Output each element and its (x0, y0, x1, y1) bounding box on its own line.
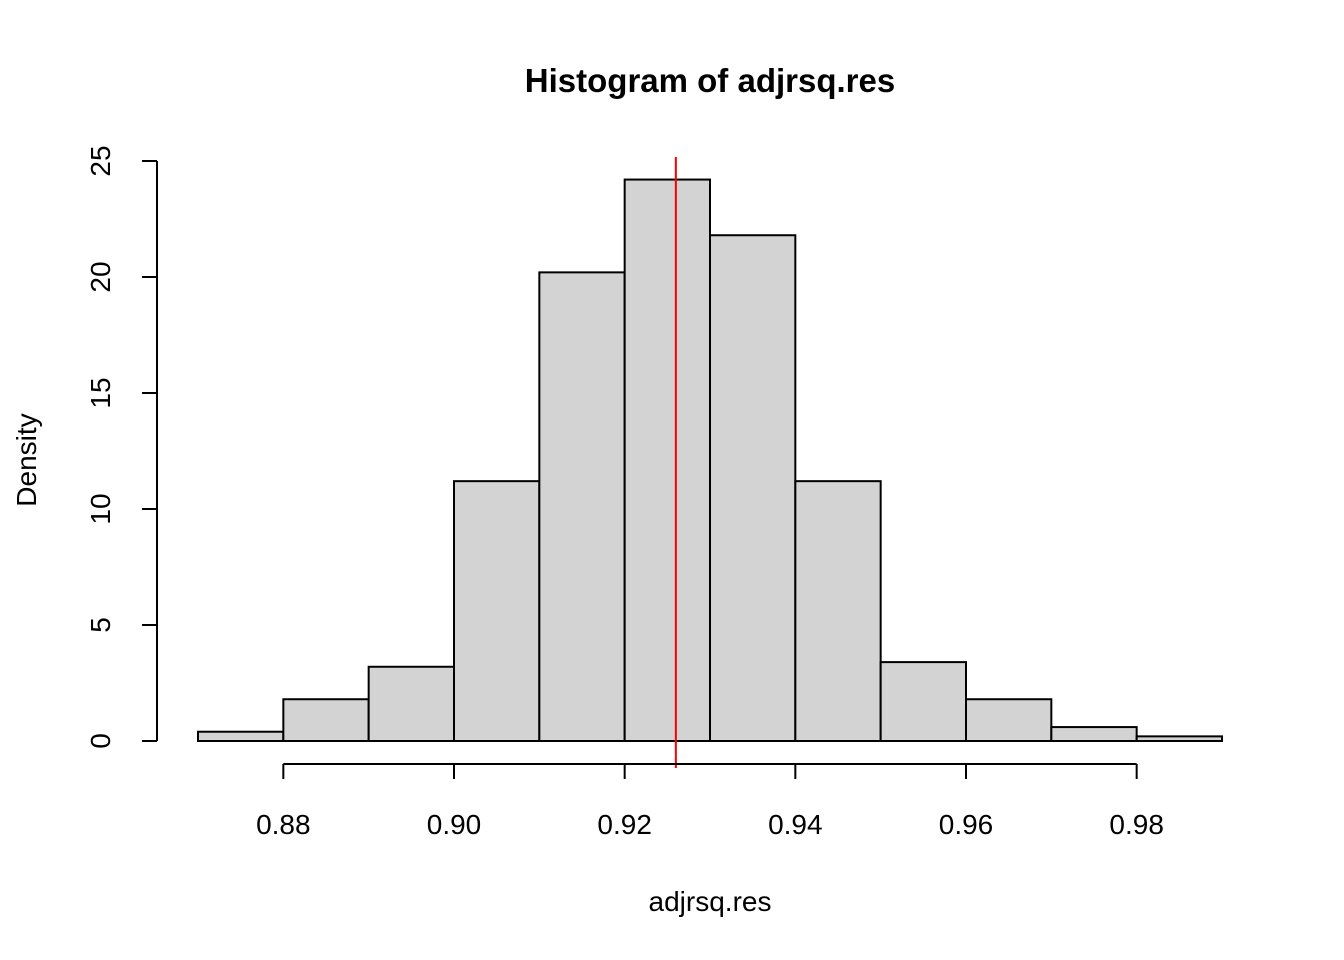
histogram-bar (538, 271, 626, 742)
y-tick-label: 5 (85, 617, 116, 633)
histogram-bar (453, 480, 541, 742)
y-axis-label: Density (11, 413, 42, 506)
x-tick-label: 0.88 (256, 809, 311, 840)
x-tick-label: 0.98 (1109, 809, 1164, 840)
bars-group (197, 178, 1223, 743)
y-tick-label: 0 (85, 733, 116, 749)
x-tick-label: 0.90 (427, 809, 482, 840)
y-tick-label: 15 (85, 377, 116, 408)
x-tick-label: 0.94 (768, 809, 823, 840)
histogram-bar (879, 661, 968, 742)
histogram-bar (623, 178, 712, 742)
y-tick-label: 20 (85, 261, 116, 292)
histogram-bar (367, 665, 455, 743)
histogram-bar (282, 698, 370, 742)
histogram-bar (197, 730, 285, 742)
chart-title: Histogram of adjrsq.res (525, 62, 895, 99)
x-axis-label: adjrsq.res (649, 886, 772, 917)
histogram-bar (709, 234, 797, 743)
x-tick-label: 0.96 (939, 809, 994, 840)
y-axis: 0 5 10 15 20 25 (85, 145, 158, 749)
histogram-bar (965, 698, 1053, 742)
x-axis: 0.88 0.90 0.92 0.94 0.96 0.98 (256, 763, 1164, 840)
x-tick-label: 0.92 (597, 809, 652, 840)
histogram-bar (1135, 735, 1223, 742)
y-tick-label: 10 (85, 493, 116, 524)
histogram-bar (1050, 726, 1138, 743)
y-tick-label: 25 (85, 145, 116, 176)
histogram-bar (794, 480, 882, 742)
